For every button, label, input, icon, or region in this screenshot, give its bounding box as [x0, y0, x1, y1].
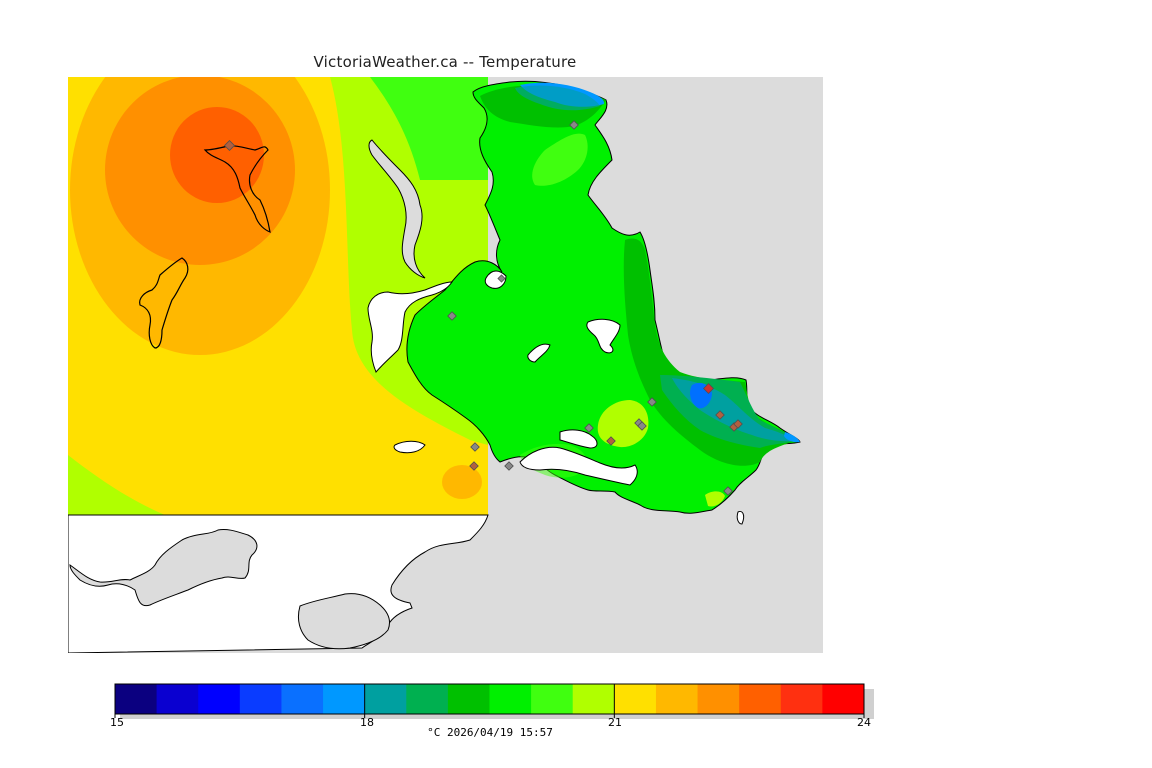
station-marker — [715, 410, 725, 420]
station-marker — [223, 139, 236, 152]
legend-bin — [115, 684, 158, 714]
legend-bin — [281, 684, 324, 714]
legend-bin — [531, 684, 574, 714]
inlets — [393, 270, 745, 525]
station-marker — [647, 397, 657, 407]
station-marker — [723, 486, 733, 496]
east-field-contours — [480, 82, 800, 507]
legend-bin — [323, 684, 366, 714]
station-marker — [569, 120, 579, 130]
legend-bin — [614, 684, 657, 714]
west-temperature-field — [68, 77, 488, 515]
map-title: VictoriaWeather.ca -- Temperature — [313, 53, 577, 71]
legend-tick-18: 18 — [360, 716, 374, 729]
legend-ticks — [114, 684, 865, 718]
island-north — [203, 145, 271, 233]
station-marker — [497, 274, 506, 283]
legend-bin — [489, 684, 532, 714]
legend-bin — [572, 684, 615, 714]
legend-tick-15: 15 — [110, 716, 124, 729]
saanich-inlet — [367, 281, 453, 373]
station-marker — [504, 461, 514, 471]
san-juan-islands — [69, 529, 258, 607]
station-marker — [606, 436, 616, 446]
station-marker — [584, 423, 594, 433]
legend-bin — [406, 684, 449, 714]
island-shape — [297, 593, 391, 650]
legend-bin — [198, 684, 241, 714]
units-timestamp: °C 2026/04/19 15:57 — [427, 726, 553, 739]
island-west — [139, 257, 189, 349]
legend-tick-24: 24 — [857, 716, 871, 729]
legend-tick-21: 21 — [608, 716, 622, 729]
legend-bin — [780, 684, 823, 714]
legend-bin — [239, 684, 282, 714]
legend-bin — [739, 684, 782, 714]
legend-bin — [822, 684, 865, 714]
legend-bins — [115, 684, 865, 714]
station-marker — [447, 311, 457, 321]
legend-bin — [156, 684, 199, 714]
legend-bin — [655, 684, 699, 714]
station-marker — [733, 419, 743, 429]
station-marker — [702, 382, 715, 395]
legend-bin — [447, 684, 490, 714]
channel-water — [368, 139, 426, 279]
legend-bin — [697, 684, 740, 714]
station-marker — [470, 442, 480, 452]
station-markers — [223, 120, 743, 496]
legend-bin — [364, 684, 407, 714]
station-marker — [469, 461, 479, 471]
station-marker — [637, 421, 647, 431]
